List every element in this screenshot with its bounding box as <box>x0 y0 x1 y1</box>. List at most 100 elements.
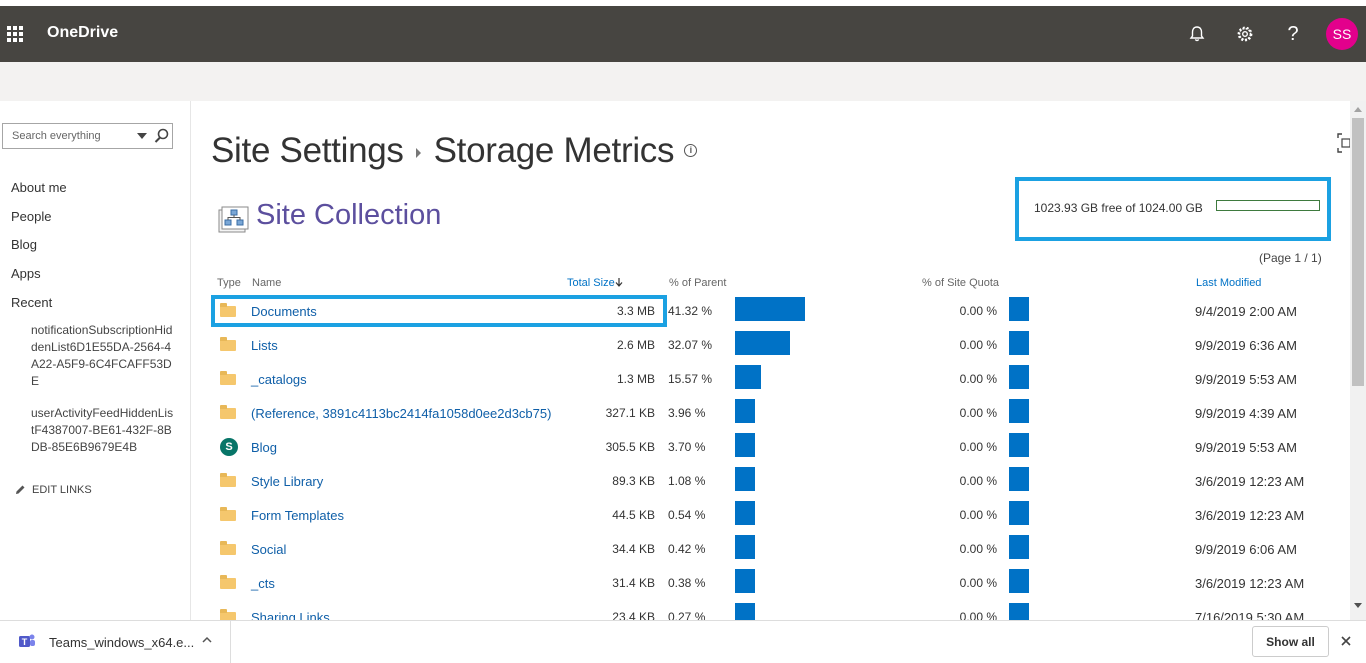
svg-text:T: T <box>22 637 28 647</box>
pager: (Page 1 / 1) <box>1259 251 1322 265</box>
folder-icon <box>220 371 236 386</box>
folder-icon <box>220 337 236 352</box>
scroll-thumb[interactable] <box>1352 118 1364 386</box>
folder-icon <box>220 473 236 488</box>
download-item[interactable]: T Teams_windows_x64.e... <box>0 621 231 663</box>
breadcrumb-separator-icon <box>415 147 421 158</box>
info-icon[interactable]: i <box>684 144 698 158</box>
bell-icon[interactable] <box>1183 20 1211 48</box>
breadcrumb-current: Storage Metrics <box>433 131 675 170</box>
close-icon[interactable] <box>1338 633 1354 649</box>
app-launcher-icon[interactable] <box>7 26 23 42</box>
nav-item-about-me[interactable]: About me <box>11 180 67 195</box>
item-name-link[interactable]: Form Templates <box>251 508 344 523</box>
gear-icon[interactable] <box>1231 20 1259 48</box>
pct-quota-bar <box>1009 433 1029 457</box>
scroll-down-icon[interactable] <box>1354 603 1362 608</box>
avatar[interactable]: SS <box>1326 18 1358 50</box>
sort-descending-icon <box>615 278 623 287</box>
pct-quota-value: 0.00 % <box>959 338 997 352</box>
item-name-link[interactable]: Social <box>251 542 287 557</box>
edit-links-label: EDIT LINKS <box>32 484 92 496</box>
item-name-link[interactable]: (Reference, 3891c4113bc2414fa1058d0ee2d3… <box>251 406 552 421</box>
search-scope-dropdown-icon[interactable] <box>137 133 147 139</box>
pct-parent-bar <box>735 331 790 355</box>
pct-quota-value: 0.00 % <box>959 406 997 420</box>
pct-parent-bar <box>735 603 755 620</box>
pct-parent-value: 3.70 % <box>668 440 706 454</box>
pct-quota-value: 0.00 % <box>959 508 997 522</box>
search-icon[interactable] <box>153 127 171 145</box>
breadcrumb-site-settings[interactable]: Site Settings <box>211 131 404 170</box>
pct-parent-bar <box>735 297 805 321</box>
last-modified-value: 3/6/2019 12:23 AM <box>1195 576 1305 591</box>
pct-parent-value: 0.27 % <box>668 610 706 620</box>
pct-parent-bar <box>735 501 755 525</box>
main-content: Site Settings Storage Metrics i Site Colle… <box>192 101 1350 620</box>
pct-parent-bar <box>735 433 755 457</box>
total-size-label: Total Size <box>567 277 615 289</box>
chevron-up-icon[interactable] <box>200 633 214 647</box>
last-modified-value: 9/4/2019 2:00 AM <box>1195 304 1297 319</box>
nav-item-blog[interactable]: Blog <box>11 237 38 252</box>
show-all-button[interactable]: Show all <box>1252 626 1329 657</box>
column-header-total-size[interactable]: Total Size <box>567 277 623 289</box>
item-name-link[interactable]: Lists <box>251 338 278 353</box>
pct-quota-bar <box>1009 569 1029 593</box>
pencil-icon <box>16 485 25 494</box>
storage-quota-box: 1023.93 GB free of 1024.00 GB <box>1015 177 1331 241</box>
search-input[interactable] <box>3 124 128 148</box>
app-name[interactable]: OneDrive <box>47 24 119 41</box>
page-title: Site Settings Storage Metrics i <box>211 131 698 171</box>
last-modified-value: 9/9/2019 4:39 AM <box>1195 406 1297 421</box>
pct-quota-bar <box>1009 535 1029 559</box>
pct-quota-value: 0.00 % <box>959 610 997 620</box>
nav-item-recent[interactable]: Recent <box>11 295 53 310</box>
recent-item[interactable]: userActivityFeedHiddenListF4387007-BE61-… <box>31 406 174 454</box>
column-header-last-modified[interactable]: Last Modified <box>1196 277 1262 289</box>
item-name-link[interactable]: Blog <box>251 440 278 455</box>
last-modified-value: 9/9/2019 6:36 AM <box>1195 338 1297 353</box>
pct-parent-bar <box>735 399 755 423</box>
pct-quota-value: 0.00 % <box>959 304 997 318</box>
recent-item[interactable]: notificationSubscriptionHiddenList6D1E55… <box>31 323 173 388</box>
pct-quota-value: 0.00 % <box>959 576 997 590</box>
pct-parent-value: 41.32 % <box>668 304 713 318</box>
last-modified-value: 7/16/2019 5:30 AM <box>1195 610 1305 620</box>
pct-quota-bar <box>1009 399 1029 423</box>
item-name-link[interactable]: Documents <box>251 304 317 319</box>
sharepoint-site-icon: S <box>220 438 238 456</box>
nav-item-apps[interactable]: Apps <box>11 266 41 281</box>
pct-parent-bar <box>735 569 755 593</box>
pct-parent-value: 15.57 % <box>668 372 713 386</box>
download-file-name: Teams_windows_x64.e... <box>49 635 195 650</box>
column-header-type: Type <box>217 277 241 289</box>
folder-icon <box>220 303 236 318</box>
help-icon[interactable]: ? <box>1287 22 1299 45</box>
scroll-up-icon[interactable] <box>1354 107 1362 112</box>
item-name-link[interactable]: Sharing Links <box>251 610 330 620</box>
pct-parent-value: 1.08 % <box>668 474 706 488</box>
left-navigation: About me People Blog Apps Recent notific… <box>0 101 191 620</box>
vertical-scrollbar[interactable] <box>1350 101 1366 620</box>
pct-quota-value: 0.00 % <box>959 440 997 454</box>
total-size-value: 3.3 MB <box>616 304 655 318</box>
site-collection-icon <box>217 204 249 236</box>
total-size-value: 89.3 KB <box>612 474 655 488</box>
quota-text: 1023.93 GB free of 1024.00 GB <box>1034 201 1203 215</box>
pct-parent-value: 32.07 % <box>668 338 713 352</box>
pct-quota-value: 0.00 % <box>959 474 997 488</box>
nav-item-people[interactable]: People <box>11 209 52 224</box>
pct-quota-value: 0.00 % <box>959 372 997 386</box>
edit-links-button[interactable]: EDIT LINKS <box>14 484 92 496</box>
pct-parent-value: 0.54 % <box>668 508 706 522</box>
item-name-link[interactable]: _catalogs <box>251 372 307 387</box>
last-modified-value: 9/9/2019 6:06 AM <box>1195 542 1297 557</box>
table-row: (Reference, 3891c4113bc2414fa1058d0ee2d3… <box>192 399 1342 429</box>
item-name-link[interactable]: _cts <box>251 576 275 591</box>
item-name-link[interactable]: Style Library <box>251 474 324 489</box>
pct-parent-value: 0.42 % <box>668 542 706 556</box>
section-title: Site Collection <box>256 199 442 231</box>
pct-parent-value: 3.96 % <box>668 406 706 420</box>
table-row: _cts 31.4 KB 0.38 % 0.00 % 3/6/2019 12:23 AM <box>192 569 1342 599</box>
